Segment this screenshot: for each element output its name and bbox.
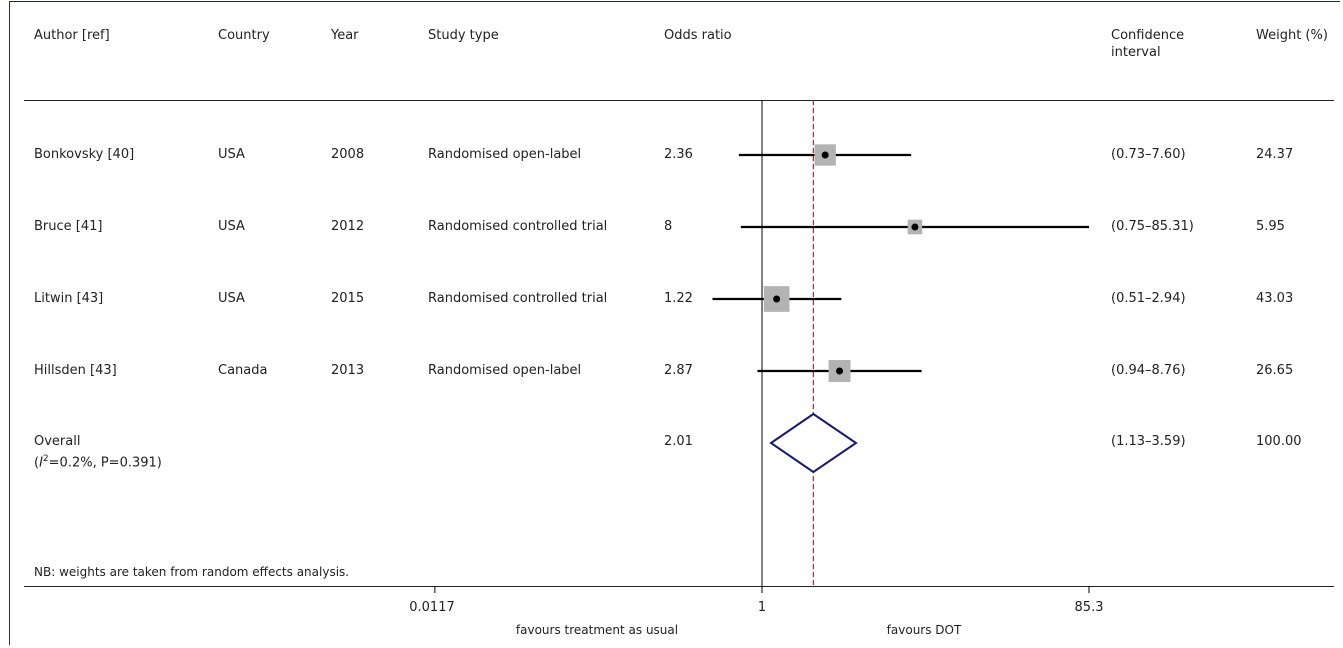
row-odds-ratio: 1.22 bbox=[664, 291, 693, 306]
point-estimate bbox=[821, 151, 829, 159]
row-author: Bonkovsky [40] bbox=[34, 147, 135, 162]
row-study-type: Randomised open-label bbox=[428, 147, 582, 162]
row-ci: (0.51–2.94) bbox=[1111, 291, 1186, 306]
overall-weight: 100.00 bbox=[1256, 434, 1302, 449]
row-odds-ratio: 2.36 bbox=[664, 147, 693, 162]
row-study-type: Randomised open-label bbox=[428, 363, 582, 378]
header-author: Author [ref] bbox=[34, 28, 110, 43]
point-estimate bbox=[773, 295, 781, 303]
axis-rule bbox=[24, 586, 1334, 587]
row-author: Litwin [43] bbox=[34, 291, 104, 306]
overall-ci: (1.13–3.59) bbox=[1111, 434, 1186, 449]
row-ci: (0.94–8.76) bbox=[1111, 363, 1186, 378]
row-country: Canada bbox=[218, 363, 268, 378]
point-estimate bbox=[836, 367, 844, 375]
row-study-type: Randomised controlled trial bbox=[428, 291, 608, 306]
row-odds-ratio: 8 bbox=[664, 219, 673, 234]
header-odds-ratio: Odds ratio bbox=[664, 28, 732, 43]
weights-note: NB: weights are taken from random effect… bbox=[34, 565, 350, 579]
row-weight: 26.65 bbox=[1256, 363, 1294, 378]
figure-frame bbox=[9, 1, 1340, 645]
header-weight: Weight (%) bbox=[1256, 28, 1328, 43]
row-author: Bruce [41] bbox=[34, 219, 103, 234]
row-country: USA bbox=[218, 219, 245, 234]
row-weight: 24.37 bbox=[1256, 147, 1294, 162]
row-author: Hillsden [43] bbox=[34, 363, 117, 378]
row-country: USA bbox=[218, 291, 245, 306]
i2-rest: =0.2%, P=0.391) bbox=[48, 455, 162, 471]
header-rule bbox=[24, 100, 1334, 101]
point-estimate bbox=[911, 223, 919, 231]
row-weight: 43.03 bbox=[1256, 291, 1294, 306]
i2-superscript: 2 bbox=[42, 454, 49, 464]
header-ci-line2: interval bbox=[1111, 45, 1161, 60]
overall-label: Overall bbox=[34, 434, 81, 449]
header-country: Country bbox=[218, 28, 270, 43]
overall-odds-ratio: 2.01 bbox=[664, 434, 693, 449]
row-weight: 5.95 bbox=[1256, 219, 1285, 234]
header-ci-line1: Confidence bbox=[1111, 28, 1185, 43]
row-year: 2015 bbox=[331, 291, 365, 306]
header-year: Year bbox=[331, 28, 359, 43]
row-year: 2012 bbox=[331, 219, 365, 234]
row-study-type: Randomised controlled trial bbox=[428, 219, 608, 234]
row-odds-ratio: 2.87 bbox=[664, 363, 693, 378]
row-year: 2013 bbox=[331, 363, 365, 378]
i2-symbol: I bbox=[39, 455, 43, 471]
tick-label: 1 bbox=[757, 600, 767, 615]
tick-label: 0.0117 bbox=[409, 600, 455, 615]
row-year: 2008 bbox=[331, 147, 365, 162]
tick-label: 85.3 bbox=[1074, 600, 1104, 615]
header-study-type: Study type bbox=[428, 28, 499, 43]
favours-left-label: favours treatment as usual bbox=[515, 623, 679, 637]
favours-right-label: favours DOT bbox=[886, 623, 962, 637]
row-ci: (0.75–85.31) bbox=[1111, 219, 1194, 234]
row-country: USA bbox=[218, 147, 245, 162]
overall-heterogeneity: (I2=0.2%, P=0.391) bbox=[34, 454, 162, 471]
row-ci: (0.73–7.60) bbox=[1111, 147, 1186, 162]
overall-diamond bbox=[769, 412, 858, 474]
